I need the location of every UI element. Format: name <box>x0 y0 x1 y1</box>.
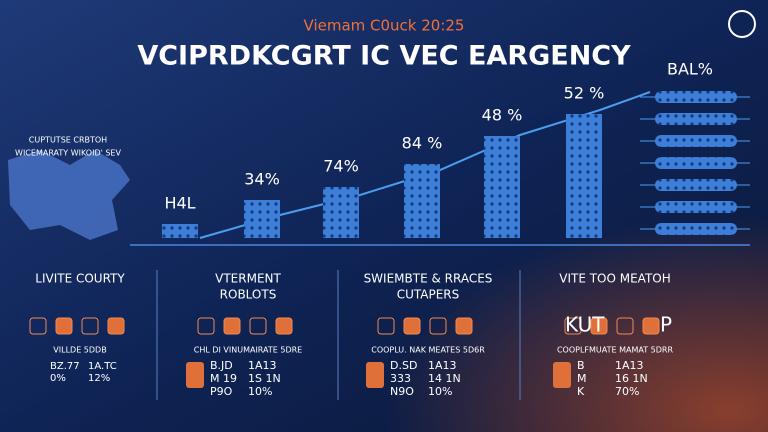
stat: M 19 <box>210 372 237 385</box>
stat: 1A13 <box>615 359 644 372</box>
icon <box>107 317 125 335</box>
stat: 10% <box>248 385 272 398</box>
mark-text: KUT <box>565 313 605 337</box>
stat: 1A13 <box>428 359 457 372</box>
stat: 1S 1N <box>248 372 281 385</box>
section-title: VITE TOO MEATOH <box>559 272 671 286</box>
stat: P9O <box>210 385 233 398</box>
section-title: ROBLOTS <box>220 288 277 302</box>
icon <box>366 362 384 388</box>
stat: 12% <box>88 373 110 384</box>
pill <box>655 135 737 147</box>
icon <box>275 317 293 335</box>
caption: COOPLU. NAK MEATES 5D6R <box>371 346 485 355</box>
stat: BZ.77 <box>50 361 80 372</box>
icon <box>429 317 447 335</box>
pill <box>655 157 737 169</box>
caption: CHL DI VINUMAIRATE 5DRE <box>194 346 303 355</box>
section-title: SWIEMBTE & RRACES <box>364 272 493 286</box>
icon <box>642 317 660 335</box>
icon <box>590 317 608 335</box>
icon <box>249 317 267 335</box>
stat: 70% <box>615 385 639 398</box>
section-title: VTERMENT <box>215 272 281 286</box>
pill <box>655 179 737 191</box>
stat: K <box>577 385 585 398</box>
stat: 10% <box>428 385 452 398</box>
icon <box>553 362 571 388</box>
stat: 1A.TC <box>88 361 117 372</box>
bar-label: 48 % <box>482 106 523 125</box>
pill <box>655 113 737 125</box>
bar <box>162 224 198 238</box>
subtitle: Viemam C0uck 20:25 <box>304 17 465 35</box>
title: VCIPRDKCGRT IC VEC EARGENCY <box>137 41 631 72</box>
icon <box>403 317 421 335</box>
stat: B.JD <box>210 359 233 372</box>
icon <box>616 317 634 335</box>
pill <box>655 201 737 213</box>
icon <box>81 317 99 335</box>
mark-text: P <box>660 313 672 337</box>
stat: N9O <box>390 385 414 398</box>
stat: 14 1N <box>428 372 461 385</box>
bar <box>323 187 359 238</box>
bar <box>566 114 602 238</box>
stat: 333 <box>390 372 411 385</box>
bar-label: 52 % <box>564 84 605 103</box>
pill <box>655 91 737 103</box>
note: CUPTUTSE CRBTOH <box>29 136 107 145</box>
bar-label: 84 % <box>402 134 443 153</box>
bar <box>244 200 280 238</box>
note: WICEMARATY WIKOID' SEV <box>15 149 121 158</box>
bar <box>404 164 440 238</box>
stat: 0% <box>50 373 66 384</box>
stat: 1A13 <box>248 359 277 372</box>
icon <box>223 317 241 335</box>
stat: M <box>577 372 587 385</box>
bar <box>484 136 520 238</box>
section-title: LIVITE COURTY <box>35 272 125 286</box>
bar-label: 34% <box>244 170 280 189</box>
bar-label: 74% <box>323 157 359 176</box>
logo <box>728 10 756 38</box>
caption: VILLDE 5DDB <box>53 346 106 355</box>
map <box>8 150 130 240</box>
icon <box>186 362 204 388</box>
icon <box>455 317 473 335</box>
pill <box>655 223 737 235</box>
pill-stack <box>640 91 750 235</box>
caption: COOPLFMUATE MAMAT 5DRR <box>557 346 674 355</box>
stat: B <box>577 359 585 372</box>
icon <box>29 317 47 335</box>
icon <box>197 317 215 335</box>
icon <box>55 317 73 335</box>
icon <box>377 317 395 335</box>
icon <box>564 317 582 335</box>
right-label: BAL% <box>667 60 713 79</box>
bar-label: H4L <box>164 194 195 213</box>
stat: D.SD <box>390 359 417 372</box>
section-title: CUTAPERS <box>397 288 460 302</box>
stat: 16 1N <box>615 372 648 385</box>
